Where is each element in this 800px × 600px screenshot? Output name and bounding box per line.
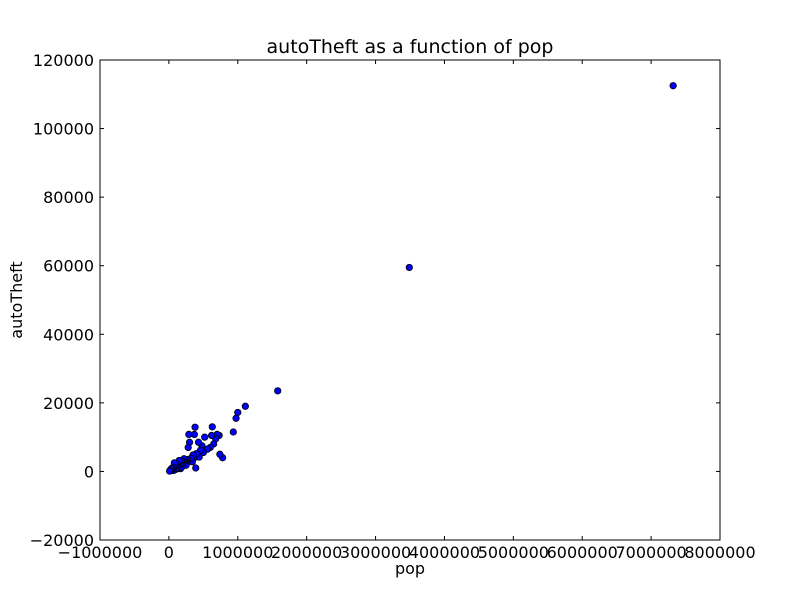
data-point [192,464,200,472]
y-tick-label: 100000 [33,120,94,139]
data-point [201,433,209,441]
data-point [234,408,242,417]
y-tick-label: 120000 [33,51,94,70]
y-tick-label: −20000 [30,531,94,550]
x-tick-label: −1000000 [58,543,143,562]
data-point [165,467,174,475]
x-tick-label: 6000000 [547,543,618,562]
x-tick-label: 5000000 [478,543,549,562]
data-point [229,428,237,436]
data-point [232,414,240,422]
y-tick-label: 40000 [43,325,94,344]
x-tick-label: 3000000 [340,543,411,562]
x-axis-label: pop [395,559,425,578]
y-tick-label: 60000 [43,257,94,276]
data-point [208,431,216,440]
x-tick-label: 8000000 [684,543,755,562]
data-point [194,438,203,446]
x-tick-label: 2000000 [271,543,342,562]
ticks-layer: −1000000 0 1000000200000030000004000000500… [30,51,756,562]
data-point [669,82,677,90]
y-tick-label: 80000 [43,188,94,207]
data-point [208,423,216,431]
x-tick-label: 0 [164,543,174,562]
points-layer [165,82,677,475]
x-tick-label: 4000000 [409,543,480,562]
plot-frame [99,59,721,541]
data-point [216,450,224,458]
data-point [191,423,199,431]
x-tick-label: 7000000 [615,543,686,562]
data-point [185,430,193,438]
data-point [405,263,413,272]
x-tick-label: 1000000 [202,543,273,562]
chart-title: autoTheft as a function of pop [267,36,554,58]
data-point [274,387,282,395]
data-point [241,402,249,410]
y-axis-label: autoTheft [7,261,26,338]
y-tick-label: 0 [84,462,94,481]
data-point [184,443,192,452]
y-tick-label: 20000 [43,394,94,413]
